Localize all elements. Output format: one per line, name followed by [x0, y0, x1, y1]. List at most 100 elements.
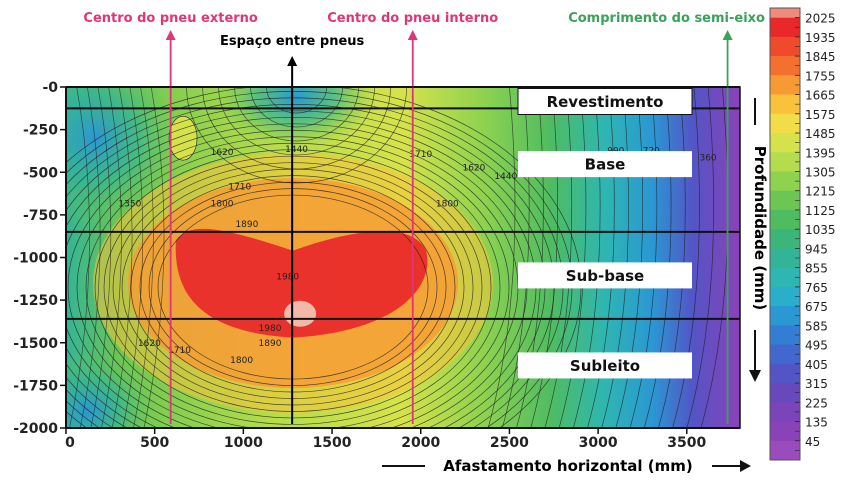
colorbar-label: 405	[805, 358, 828, 372]
x-axis-label: Afastamento horizontal (mm)	[443, 457, 693, 475]
colorbar-label: 1755	[805, 69, 836, 83]
x-axis-arrowhead	[740, 460, 751, 472]
contour-label: 1440	[285, 145, 308, 155]
y-tick-label: -250	[23, 123, 58, 139]
colorbar-cell	[770, 190, 800, 211]
contour-label: 1350	[118, 199, 141, 209]
contour-label: 1710	[409, 150, 432, 160]
contour-line	[186, 87, 407, 184]
contour-label: 1620	[211, 148, 234, 158]
colorbar-label: 495	[805, 339, 828, 353]
colorbar-cell	[770, 286, 800, 307]
marker-arrowhead	[165, 30, 176, 40]
contour-label: 1980	[259, 324, 282, 334]
colorbar-label: 585	[805, 319, 828, 333]
colorbar-cell	[770, 421, 800, 442]
colorbar-label: 225	[805, 396, 828, 410]
contour-label: 1440	[494, 172, 517, 182]
contour-line	[686, 87, 714, 428]
colorbar-label: 1395	[805, 146, 836, 160]
layer-label-box	[518, 262, 692, 289]
colorbar-label: 1215	[805, 185, 836, 199]
axes: 0 500 1000 1500 2000 2500 3000 3500 -0 -250 -500 -7…	[13, 80, 761, 472]
contour-label: 1620	[462, 164, 485, 174]
y-axis-label: Profundidade (mm)	[751, 146, 769, 310]
marker-label: Centro do pneu externo	[83, 11, 258, 26]
contour-line	[250, 87, 343, 128]
colorbar-top-cell	[770, 8, 800, 18]
marker-arrowhead	[722, 30, 733, 40]
contour-line	[487, 87, 516, 428]
contour-label: 1620	[138, 339, 161, 349]
colorbar-frame	[769, 7, 801, 461]
contour-label: 1800	[436, 199, 459, 209]
contour-line	[69, 87, 90, 428]
layer-label-base: Base	[518, 151, 692, 178]
colorbar-label: 1035	[805, 223, 836, 237]
hot-core	[175, 228, 428, 338]
colorbar-cell	[770, 133, 800, 153]
colorbar-cell	[770, 36, 800, 57]
contour-line	[143, 87, 165, 428]
colorbar-cell	[770, 325, 800, 346]
colorbar-label: 1485	[805, 127, 836, 141]
colorbar-cell	[770, 152, 800, 172]
marker-label: Centro do pneu interno	[327, 11, 498, 26]
y-tick-label: -2000	[13, 421, 58, 437]
colorbar-cell	[770, 171, 800, 192]
colorbar-cell	[770, 229, 800, 249]
colorbar-label: 135	[805, 416, 828, 430]
layer-label-text: Revestimento	[547, 93, 664, 111]
contour-label: 1710	[168, 346, 191, 356]
colorbar-label: 1305	[805, 165, 836, 179]
y-tick-label: -1250	[13, 293, 58, 309]
colorbar-label: 1845	[805, 50, 836, 64]
cool-region-bottom	[66, 350, 158, 428]
contour-label: 1800	[230, 356, 253, 366]
contour-line	[90, 87, 112, 428]
layer-label-text: Sub-base	[566, 267, 644, 285]
x-tick-label: 3000	[579, 435, 618, 451]
colorbar-cell	[770, 363, 800, 384]
contour-line	[234, 87, 359, 142]
y-tick-label: -1500	[13, 336, 58, 352]
colorbar-label: 2025	[805, 12, 836, 26]
contour-line	[122, 87, 144, 428]
colorbar-label: 945	[805, 242, 828, 256]
colorbar-label: 855	[805, 262, 828, 276]
colorbar-label: 45	[805, 435, 820, 449]
contour-label: 360	[699, 153, 716, 163]
marker-label: Espaço entre pneus	[220, 34, 365, 49]
layer-label-box	[517, 87, 693, 115]
colorbar-label: 315	[805, 377, 828, 391]
layer-label-sub-base: Sub-base	[518, 262, 692, 289]
x-tick-label: 1000	[224, 435, 263, 451]
contour-line	[266, 87, 327, 114]
colorbar-label: 1125	[805, 204, 836, 218]
x-tick-label: 500	[140, 435, 169, 451]
marker-label: Comprimento do semi-eixo	[568, 11, 765, 26]
layer-label-box	[518, 151, 692, 178]
layer-label-text: Base	[585, 156, 626, 174]
marker-group: Centro do pneu externo Espaço entre pneus…	[83, 11, 765, 424]
contour-line	[700, 87, 729, 428]
y-tick-label: -0	[42, 80, 58, 96]
colorbar-label: 1665	[805, 89, 836, 103]
contour-line	[672, 87, 700, 428]
colorbar: 2025 1935 1845 1755 1665 1575 1485 1395 1305 1215…	[769, 7, 836, 461]
cool-region-top	[216, 87, 377, 148]
x-tick-label: 1500	[313, 435, 352, 451]
contour-label: 1800	[211, 199, 234, 209]
colorbar-cell	[770, 56, 800, 76]
y-tick-label: -500	[23, 165, 58, 181]
colorbar-cell	[770, 75, 800, 96]
y-tick-label: -1750	[13, 378, 58, 394]
colorbar-label: 675	[805, 300, 828, 314]
y-tick-label: -1000	[13, 251, 58, 267]
layer-label-text: Subleito	[570, 357, 640, 375]
contour-line	[101, 87, 122, 428]
x-tick-label: 0	[65, 435, 75, 451]
colorbar-cell	[770, 306, 800, 326]
contour-line	[133, 87, 154, 428]
